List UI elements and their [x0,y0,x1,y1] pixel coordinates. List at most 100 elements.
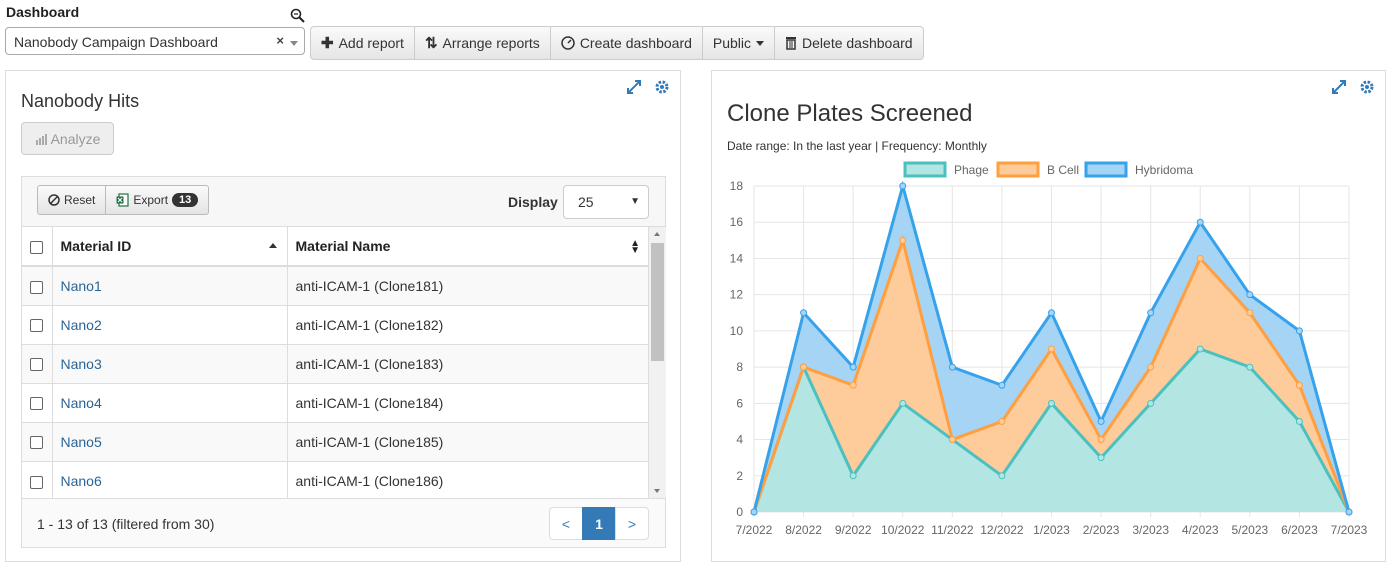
phage-data-point [1295,417,1303,425]
x-tick-label: 1/2023 [1033,523,1070,537]
column-label: Material ID [60,238,132,254]
zoom-icon[interactable] [290,8,306,24]
x-tick-label: 12/2022 [980,523,1024,537]
row-checkbox[interactable] [30,280,44,294]
excel-icon [116,193,129,207]
row-checkbox[interactable] [30,436,44,450]
ban-icon [48,194,60,206]
gear-icon[interactable] [1359,79,1375,95]
bcell-data-point [1196,254,1204,262]
y-tick-label: 0 [736,505,743,519]
page-size-select[interactable]: 25 ▼ [563,185,649,219]
phage-area [754,349,1349,512]
material-id-link[interactable]: Nano4 [60,394,102,411]
export-button[interactable]: Export 13 [105,185,210,215]
y-tick-label: 16 [730,215,744,229]
add-report-label: Add report [338,35,404,51]
grid-footer: 1 - 13 of 13 (filtered from 30) < 1 > [22,498,665,547]
legend-swatch-phage [903,161,947,178]
phage-data-point [1246,363,1254,371]
expand-icon[interactable] [1331,79,1347,95]
material-id-link[interactable]: Nano3 [60,355,102,372]
column-header-material-name[interactable]: Material Name ▲ ▼ [287,227,649,267]
bcell-data-point [1097,436,1105,444]
bcell-data-point [1048,345,1055,353]
phage-data-point [849,472,857,480]
phage-data-point [1147,399,1155,407]
select-all-checkbox[interactable] [30,240,44,254]
hits-grid: Reset Export 13 Display 25 ▼ [21,176,666,548]
delete-dashboard-button[interactable]: Delete dashboard [774,26,924,60]
dashboard-select[interactable]: Nanobody Campaign Dashboard × [5,27,305,55]
hybridoma-data-point [849,363,857,371]
dashboard-label: Dashboard [6,4,80,20]
table-row: Nano6 anti-ICAM-1 (Clone186) [22,460,649,498]
table-row: Nano5 anti-ICAM-1 (Clone185) [22,421,649,461]
hits-table: Material ID Material Name ▲ ▼ Nano1 anti-… [22,227,649,498]
phage-data-point [998,472,1006,480]
y-tick-label: 14 [730,251,744,265]
bar-chart-icon [35,133,47,145]
x-tick-label: 9/2022 [835,523,872,537]
bcell-data-point [1147,363,1155,371]
material-id-link[interactable]: Nano2 [60,316,102,333]
y-tick-label: 8 [736,360,743,374]
column-header-material-id[interactable]: Material ID [52,227,288,267]
row-checkbox[interactable] [30,358,44,372]
add-report-button[interactable]: ✚ Add report [310,26,415,60]
phage-data-point [899,399,907,407]
x-tick-label: 8/2022 [785,523,822,537]
material-name-cell: anti-ICAM-1 (Clone182) [287,304,649,344]
material-id-link[interactable]: Nano1 [60,277,102,294]
prev-page-button[interactable]: < [549,507,583,540]
reset-button[interactable]: Reset [37,185,107,215]
gear-icon[interactable] [654,79,670,95]
legend-label-phage: Phage [954,163,989,177]
expand-icon[interactable] [626,79,642,95]
hybridoma-data-point [1345,508,1353,516]
material-id-link[interactable]: Nano5 [60,433,102,450]
material-name-cell: anti-ICAM-1 (Clone183) [287,343,649,383]
hybridoma-data-point [1196,218,1204,226]
table-scrollbar[interactable] [649,227,666,498]
hybridoma-data-point [998,381,1006,389]
table-row: Nano4 anti-ICAM-1 (Clone184) [22,382,649,422]
next-page-button[interactable]: > [615,507,649,540]
row-checkbox[interactable] [30,475,44,489]
x-tick-label: 3/2023 [1132,523,1169,537]
material-id-link[interactable]: Nano6 [60,472,102,489]
analyze-button[interactable]: Analyze [21,122,114,155]
page-1-button[interactable]: 1 [582,507,616,540]
y-tick-label: 12 [730,288,744,302]
scrollbar-thumb[interactable] [651,243,664,361]
y-tick-label: 4 [736,433,743,447]
material-name-cell: anti-ICAM-1 (Clone184) [287,382,649,422]
x-tick-label: 7/2023 [1331,523,1368,537]
visibility-label: Public [712,35,752,51]
scroll-down-icon[interactable] [654,489,660,493]
scroll-up-icon[interactable] [654,232,660,236]
hybridoma-data-point [1147,309,1155,317]
arrange-reports-button[interactable]: ⇅ Arrange reports [413,26,551,60]
bcell-data-point [899,236,907,244]
hybridoma-data-point [1295,327,1303,335]
table-row: Nano1 anti-ICAM-1 (Clone181) [22,265,649,305]
column-label: Material Name [295,238,391,254]
legend-label-hybridoma: Hybridoma [1135,163,1193,177]
visibility-dropdown[interactable]: Public [701,26,776,60]
x-tick-label: 7/2022 [736,523,773,537]
stacked-area-chart: 0 2 4 6 8 10 12 14 16 18 7/2022 8/2022 9/2022 10/2022… [730,161,1368,537]
row-checkbox[interactable] [30,319,44,333]
chevron-down-icon[interactable] [290,41,298,46]
sort-ascending-icon [268,243,277,248]
hybridoma-data-point [899,182,907,190]
table-row: Nano2 anti-ICAM-1 (Clone182) [22,304,649,344]
clear-icon[interactable]: × [276,33,284,48]
reset-label: Reset [64,193,96,207]
hybridoma-data-point [1246,291,1254,299]
caret-down-icon [756,40,765,46]
chart-subtitle: Date range: In the last year | Frequency… [727,139,987,153]
nanobody-hits-panel: Nanobody Hits Analyze Reset [5,70,681,562]
row-checkbox[interactable] [30,397,44,411]
create-dashboard-button[interactable]: Create dashboard [549,26,703,60]
